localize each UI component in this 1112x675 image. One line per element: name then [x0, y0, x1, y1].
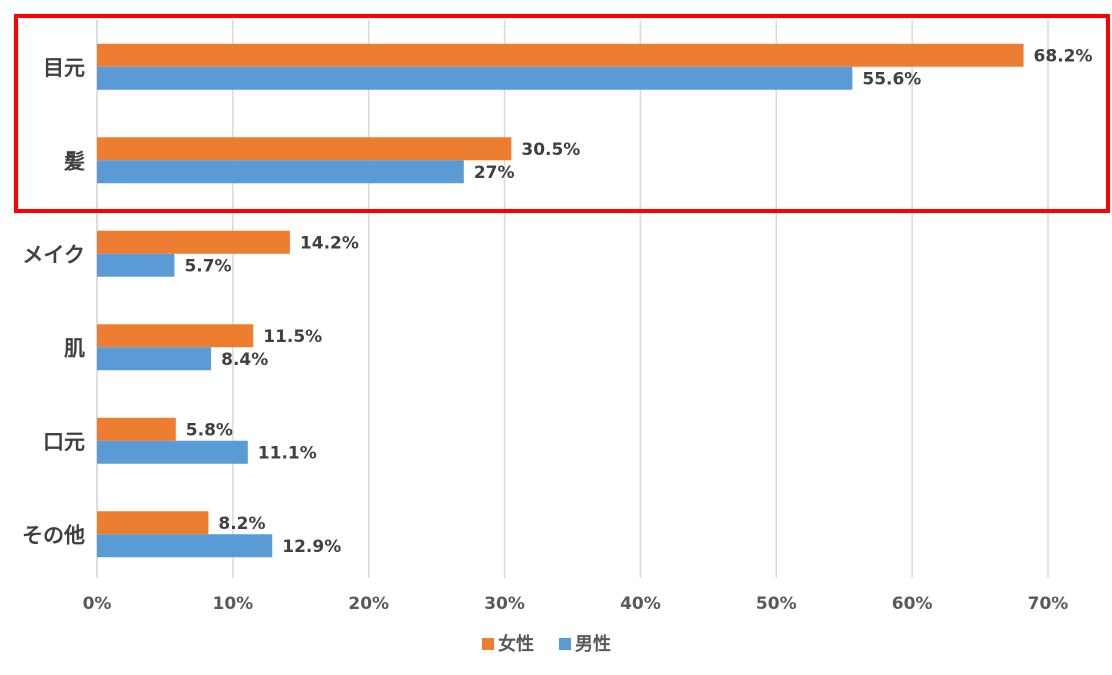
data-label-male-5: 12.9%: [282, 537, 341, 557]
bar-female-2: [97, 230, 290, 254]
bar-female-0: [97, 43, 1024, 67]
category-label-0: 目元: [43, 56, 85, 80]
category-label-4: 口元: [43, 430, 85, 454]
data-label-male-0: 55.6%: [862, 69, 921, 89]
data-label-male-2: 5.7%: [184, 256, 231, 276]
data-label-female-5: 8.2%: [218, 514, 265, 534]
bar-male-1: [97, 160, 464, 184]
bar-female-4: [97, 417, 176, 441]
category-label-2: メイク: [22, 243, 85, 267]
x-tick-label-1: 10%: [213, 594, 254, 614]
bar-female-5: [97, 511, 209, 535]
bar-male-2: [97, 253, 175, 277]
bar-male-4: [97, 440, 248, 464]
data-label-male-1: 27%: [474, 163, 515, 183]
x-tick-label-4: 40%: [620, 594, 661, 614]
data-label-male-3: 8.4%: [221, 350, 268, 370]
data-label-female-2: 14.2%: [300, 233, 359, 253]
data-label-female-4: 5.8%: [186, 420, 233, 440]
legend-label-female: 女性: [498, 633, 534, 655]
data-label-female-1: 30.5%: [521, 140, 580, 160]
highlight-box: [14, 14, 1110, 213]
x-tick-label-2: 20%: [348, 594, 389, 614]
bar-female-3: [97, 324, 254, 348]
category-label-5: その他: [22, 523, 85, 547]
x-tick-label-0: 0%: [83, 594, 112, 614]
legend-label-male: 男性: [575, 633, 611, 655]
category-label-3: 肌: [64, 336, 85, 360]
legend-swatch-female: [482, 638, 494, 650]
data-label-female-3: 11.5%: [263, 327, 322, 347]
x-tick-label-3: 30%: [484, 594, 525, 614]
x-tick-label-6: 60%: [892, 594, 933, 614]
bar-male-0: [97, 66, 853, 90]
bar-female-1: [97, 137, 512, 161]
x-tick-label-5: 50%: [756, 594, 797, 614]
data-label-female-0: 68.2%: [1034, 46, 1093, 66]
x-tick-label-7: 70%: [1028, 594, 1069, 614]
legend-swatch-male: [559, 638, 571, 650]
bar-male-3: [97, 347, 212, 371]
category-label-1: 髪: [63, 149, 85, 173]
bar-male-5: [97, 534, 273, 558]
data-label-male-4: 11.1%: [258, 443, 317, 463]
